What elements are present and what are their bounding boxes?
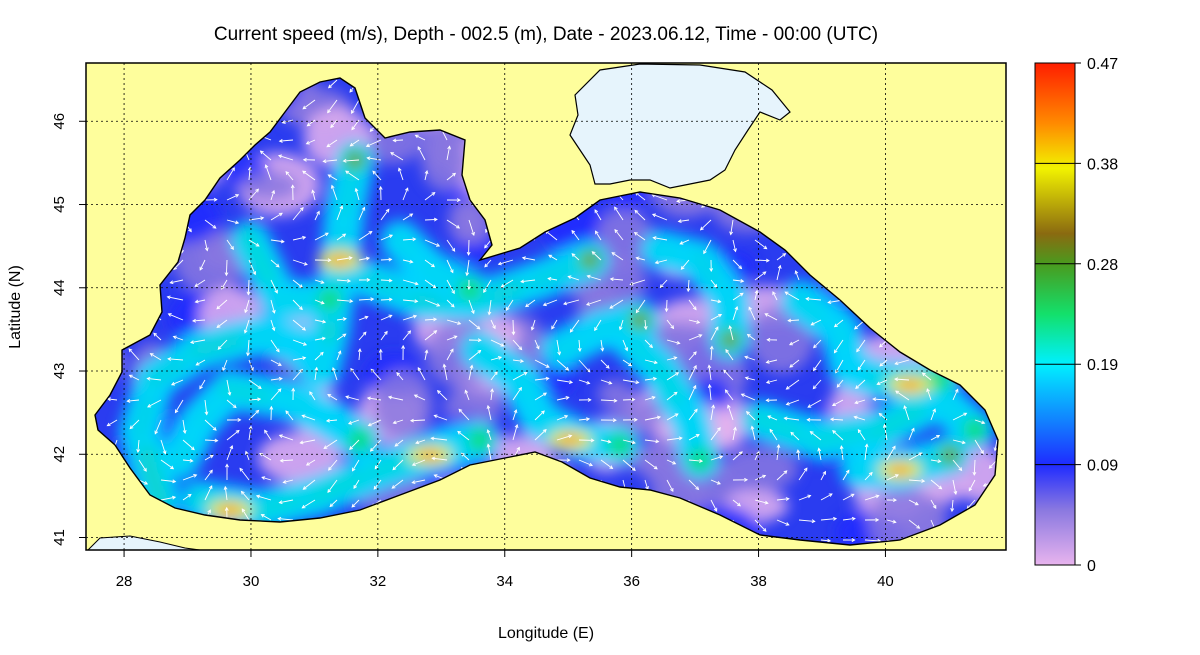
y-tick-label: 42 xyxy=(51,446,68,463)
x-axis: 28 30 32 34 36 38 40 xyxy=(116,550,894,590)
y-tick-label: 43 xyxy=(51,363,68,380)
x-tick-label: 32 xyxy=(370,573,387,590)
x-tick-label: 38 xyxy=(750,573,767,590)
x-tick-label: 34 xyxy=(496,573,513,590)
colorbar-tick-label: 0.28 xyxy=(1087,257,1118,274)
x-axis-label: Longitude (E) xyxy=(498,625,594,642)
y-tick-label: 45 xyxy=(51,196,68,213)
colorbar-tick-label: 0.38 xyxy=(1087,156,1118,173)
colorbar-tick-label: 0.47 xyxy=(1087,56,1118,73)
y-axis: 41 42 43 44 45 46 xyxy=(51,113,86,546)
colorbar-tick-label: 0.09 xyxy=(1087,458,1118,475)
colorbar: 0.47 0.38 0.28 0.19 0.09 0 xyxy=(1035,56,1118,575)
y-tick-label: 44 xyxy=(51,279,68,296)
x-tick-label: 36 xyxy=(623,573,640,590)
y-tick-label: 41 xyxy=(51,529,68,546)
x-tick-label: 40 xyxy=(877,573,894,590)
colorbar-tick-label: 0.19 xyxy=(1087,357,1118,374)
chart-title: Current speed (m/s), Depth - 002.5 (m), … xyxy=(214,24,878,45)
x-tick-label: 28 xyxy=(116,573,133,590)
x-tick-label: 30 xyxy=(243,573,260,590)
colorbar-tick-label: 0 xyxy=(1087,558,1096,575)
y-tick-label: 46 xyxy=(51,113,68,130)
map-panel xyxy=(60,43,1029,566)
y-axis-label: Latitude (N) xyxy=(7,265,24,349)
colorbar-gradient xyxy=(1035,63,1075,565)
